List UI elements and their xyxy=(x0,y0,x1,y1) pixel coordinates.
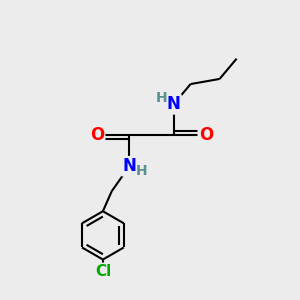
Text: H: H xyxy=(155,91,167,105)
Text: N: N xyxy=(122,157,136,175)
Text: N: N xyxy=(167,95,181,113)
Text: Cl: Cl xyxy=(95,264,111,279)
Text: O: O xyxy=(199,126,213,144)
Text: H: H xyxy=(136,164,148,178)
Text: O: O xyxy=(90,126,104,144)
